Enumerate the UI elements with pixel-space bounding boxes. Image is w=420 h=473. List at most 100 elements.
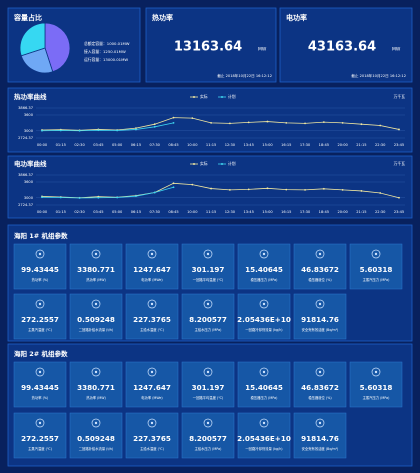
point — [379, 192, 382, 194]
param-icon-dot — [318, 370, 322, 374]
param-icon — [203, 299, 213, 309]
point — [78, 197, 81, 199]
param-value: 5.60318 — [360, 383, 393, 392]
heat-panel — [145, 7, 277, 83]
param-icon-dot — [150, 421, 154, 425]
param-icon — [147, 367, 157, 377]
point — [210, 121, 213, 124]
param-label: 稳压器压力 (MPa) — [251, 277, 278, 282]
param-card — [293, 243, 347, 290]
param-card — [181, 293, 235, 340]
x-tick-label: 22:30 — [375, 143, 386, 147]
point — [135, 128, 137, 131]
param-value: 8.200577 — [189, 434, 227, 443]
param-card — [293, 412, 347, 459]
param-value: 227.3765 — [133, 434, 171, 443]
param-icon — [147, 249, 157, 259]
param-icon-dot — [150, 302, 154, 306]
param-icon — [35, 418, 45, 428]
pie-slice — [19, 22, 46, 57]
param-icon-dot — [262, 302, 266, 306]
point — [341, 188, 344, 191]
point — [341, 121, 344, 124]
x-tick-label: 15:00 — [262, 210, 273, 214]
param-value: 1247.647 — [133, 265, 171, 274]
param-card — [13, 293, 67, 340]
param-card — [237, 361, 291, 408]
param-icon — [35, 299, 45, 309]
param-value: 91814.76 — [301, 315, 339, 324]
param-label: 电功率 (MWe) — [141, 277, 162, 282]
y-tick-label: 2724.37 — [18, 136, 33, 140]
legend-label: 计划 — [228, 161, 236, 166]
param-label: 主蒸汽压力 (MPa) — [363, 277, 390, 282]
param-icon-dot — [38, 370, 42, 374]
point — [210, 187, 213, 190]
x-tick-label: 08:45 — [168, 143, 178, 147]
param-icon-dot — [206, 370, 210, 374]
timestamp: 截止 2018年10月22日 16:12:12 — [351, 73, 406, 78]
param-icon — [147, 418, 157, 428]
x-tick-label: 07:30 — [150, 210, 161, 214]
point — [360, 123, 363, 126]
x-tick-label: 11:15 — [206, 210, 216, 214]
param-icon — [147, 299, 157, 309]
x-tick-label: 17:30 — [300, 210, 311, 214]
param-card — [181, 412, 235, 459]
param-card — [237, 243, 291, 290]
param-card — [69, 243, 123, 290]
series-line — [41, 186, 174, 199]
param-icon — [315, 367, 325, 377]
point — [41, 196, 43, 199]
param-icon-dot — [318, 252, 322, 256]
param-label: 稳压器压力 (MPa) — [251, 395, 278, 400]
param-card — [13, 243, 67, 290]
unit: MW — [258, 47, 267, 53]
param-icon-dot — [374, 370, 378, 374]
param-icon — [259, 299, 269, 309]
param-icon-dot — [94, 370, 98, 374]
param-label: 热功率 (%) — [32, 395, 49, 400]
param-label: 热功率 (%) — [32, 277, 49, 282]
param-card — [13, 412, 67, 459]
legend-text: 总额定容量：1000.01MW — [84, 41, 130, 46]
param-card — [181, 243, 235, 290]
x-tick-label: 23:45 — [394, 210, 404, 214]
x-tick-label: 12:30 — [225, 143, 236, 147]
param-icon — [315, 299, 325, 309]
point — [191, 183, 194, 186]
pie-slice — [20, 47, 54, 74]
param-label: 主给水压力 (MPa) — [195, 446, 222, 451]
param-value: 0.509248 — [77, 434, 115, 443]
x-tick-label: 10:00 — [187, 210, 198, 214]
y-tick-label: 3600 — [24, 113, 34, 117]
param-value: 227.3765 — [133, 315, 171, 324]
param-value: 15.40645 — [245, 265, 283, 274]
point — [78, 129, 81, 132]
x-tick-label: 23:45 — [394, 143, 404, 147]
x-tick-label: 01:15 — [56, 143, 66, 147]
param-icon — [315, 249, 325, 259]
param-label: 主给水温度 (℃) — [140, 446, 164, 451]
panel-title: 容量占比 — [13, 13, 42, 22]
legend-dot — [193, 96, 195, 98]
param-value: 2.05436E+10 — [237, 434, 291, 443]
timestamp: 截止 2018年10月22日 16:12:12 — [217, 73, 272, 78]
param-card — [13, 361, 67, 408]
series-line — [41, 122, 174, 132]
legend-dot — [193, 163, 195, 165]
point — [322, 121, 325, 123]
unit: MW — [392, 47, 401, 53]
point — [285, 121, 288, 124]
param-icon — [203, 418, 213, 428]
param-icon — [91, 367, 101, 377]
param-value: 5.60318 — [360, 265, 393, 274]
point — [135, 195, 137, 198]
legend-label: 计划 — [228, 94, 236, 99]
x-tick-label: 02:30 — [74, 143, 85, 147]
x-tick-label: 11:15 — [206, 143, 216, 147]
point — [153, 123, 156, 126]
y-tick-label: 3600 — [24, 180, 34, 184]
point — [304, 122, 306, 125]
